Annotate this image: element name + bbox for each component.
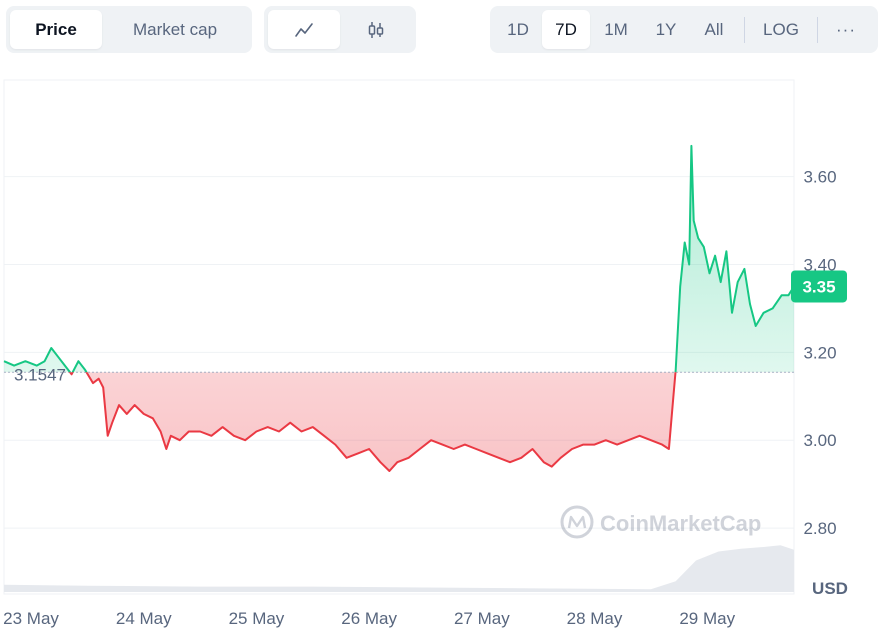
toolbar-divider xyxy=(817,16,818,43)
watermark-text: CoinMarketCap xyxy=(600,511,761,536)
range-7d[interactable]: 7D xyxy=(542,10,590,49)
tab-price[interactable]: Price xyxy=(10,10,102,49)
line-chart-button[interactable] xyxy=(268,10,340,49)
x-tick-label: 24 May xyxy=(116,609,172,628)
log-scale-toggle[interactable]: LOG xyxy=(763,19,799,39)
price-area-below-reference xyxy=(4,372,794,471)
range-1d[interactable]: 1D xyxy=(507,19,529,39)
x-tick-label: 27 May xyxy=(454,609,510,628)
currency-label: USD xyxy=(812,579,848,598)
y-axis-ticks: 2.80 3.00 3.20 3.40 3.60 xyxy=(803,168,836,538)
coinmarketcap-watermark: CoinMarketCap xyxy=(560,505,761,539)
y-tick-label: 3.40 xyxy=(803,256,836,275)
range-all[interactable]: All xyxy=(704,19,724,39)
x-axis-ticks: 23 May 24 May 25 May 26 May 27 May 28 May 29 M… xyxy=(3,609,735,628)
range-toggle: 1D 7D 1M 1Y All LOG ··· xyxy=(490,6,878,53)
grid-lines xyxy=(4,176,794,529)
range-1m[interactable]: 1M xyxy=(604,19,628,39)
line-chart-icon xyxy=(295,22,313,37)
volume-bars xyxy=(4,545,794,592)
price-line-below-reference xyxy=(68,372,677,472)
y-tick-label: 3.00 xyxy=(803,431,836,450)
coinmarketcap-logo-icon xyxy=(560,505,594,539)
x-tick-label: 29 May xyxy=(679,609,735,628)
x-tick-label: 23 May xyxy=(3,609,59,628)
price-area-above-reference xyxy=(4,145,794,373)
volume-area xyxy=(4,545,794,592)
more-options-button[interactable]: ··· xyxy=(836,19,856,39)
candlestick-icon xyxy=(368,21,384,38)
toolbar-divider xyxy=(744,16,745,43)
chart-type-toggle xyxy=(264,6,416,53)
y-tick-label: 3.60 xyxy=(803,168,836,187)
x-tick-label: 28 May xyxy=(567,609,623,628)
candlestick-button[interactable] xyxy=(340,10,412,49)
reference-price-label: 3.1547 xyxy=(14,365,66,384)
current-price-badge: 3.35 xyxy=(791,270,847,303)
x-tick-label: 25 May xyxy=(229,609,285,628)
current-price-label: 3.35 xyxy=(802,277,835,296)
range-1y[interactable]: 1Y xyxy=(655,19,677,39)
tab-market-cap[interactable]: Market cap xyxy=(132,19,218,39)
y-tick-label: 3.20 xyxy=(803,343,836,362)
plot-frame xyxy=(3,79,795,595)
price-line-above-reference xyxy=(3,144,795,373)
y-tick-label: 2.80 xyxy=(803,519,836,538)
metric-toggle: Price Market cap xyxy=(6,6,252,53)
x-tick-label: 26 May xyxy=(341,609,397,628)
